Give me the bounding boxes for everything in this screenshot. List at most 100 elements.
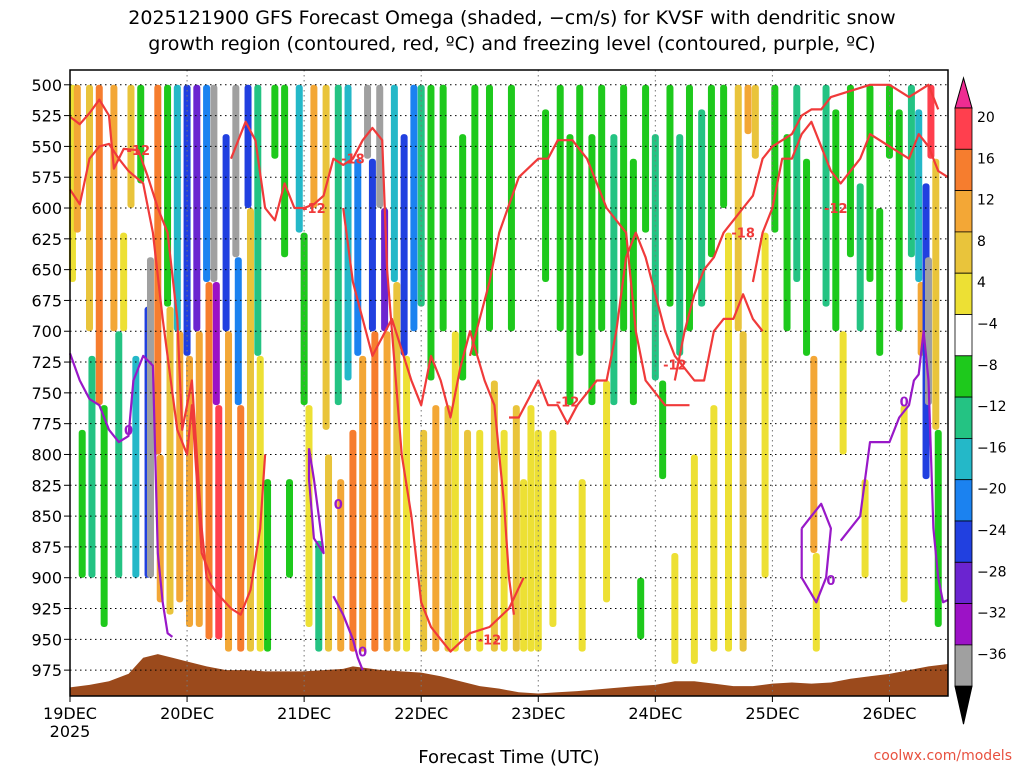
y-tick-label: 600 [31,199,62,218]
y-tick-label: 900 [31,569,62,588]
omega-cell [907,84,915,258]
colorbar: 20 16 12 8 4 −4 −8 −12 −16 −20 −24 −28 −32 −36 [954,76,1007,725]
omega-cell [578,479,586,652]
y-tick-label: 500 [31,76,62,95]
x-axis-label: Forecast Time (UTC) [418,747,599,768]
omega-cell [856,183,864,332]
colorbar-label: 20 [977,110,995,126]
dgz-contour-line [751,120,949,283]
omega-cell [659,380,667,480]
y-tick-label: 825 [31,476,62,495]
omega-cell [710,405,718,652]
chart-title-line1: 2025121900 GFS Forecast Omega (shaded, −… [128,7,895,29]
colorbar-label: 8 [977,234,986,250]
omega-cell [325,454,333,652]
y-tick-label: 875 [31,538,62,557]
dgz-contour-label: -18 [731,227,755,242]
plot-frame [69,69,949,697]
freezing-contour-label: 0 [124,424,133,439]
omega-cell [432,405,440,652]
freezing-contour-line [332,595,364,671]
x-tick-label: 22DEC [394,704,448,723]
colorbar-swatch [954,272,973,315]
dgz-contour-label: -12 [663,359,687,374]
dgz-contour-label: -12 [478,633,502,648]
watermark: coolwx.com/models [874,748,1012,764]
colorbar-swatch [954,355,973,398]
y-tick-label: 525 [31,107,62,126]
omega-cell [520,479,528,652]
x-tick-label: 21DEC [277,704,331,723]
y-tick-label: 550 [31,137,62,156]
omega-cell [300,232,308,406]
omega-cell [286,479,293,578]
omega-cell [315,540,323,652]
colorbar-swatch [954,148,973,192]
omega-cell [588,134,596,406]
colorbar-swatch [954,561,973,604]
omega-cell [490,380,498,652]
colorbar-label: −4 [977,317,998,333]
colorbar-swatch [954,479,973,522]
freezing-level-contours: 0 0 0 0 0 [68,330,949,671]
colorbar-label: 12 [977,193,995,209]
omega-cell [371,331,379,652]
omega-cell [464,429,472,652]
omega-cell [222,134,230,332]
y-tick-label: 575 [31,168,62,187]
colorbar-swatch [954,603,973,646]
omega-cell [771,84,779,233]
omega-cell [666,84,674,307]
omega-cell [427,84,435,381]
colorbar-label: 16 [977,151,995,167]
x-tick-label: 24DEC [628,704,682,723]
omega-cell [146,257,154,578]
freezing-contour-line [307,448,325,555]
colorbar-swatch [954,190,973,233]
omega-cell [832,109,840,332]
omega-cell [895,109,903,332]
omega-cell [100,405,108,627]
x-year-label: 2025 [50,722,91,741]
freezing-contour-line [800,502,833,604]
omega-cell [225,331,233,652]
omega-cell [95,84,103,406]
colorbar-label: −12 [977,399,1007,415]
omega-cell [603,380,611,603]
omega-cell [934,429,942,627]
colorbar-label: −32 [977,606,1007,622]
y-tick-label: 675 [31,291,62,310]
y-tick-label: 800 [31,445,62,464]
colorbar-label: 4 [977,275,986,291]
x-tick-label: 26DEC [862,704,916,723]
omega-cell [212,281,220,406]
omega-cell [690,454,698,664]
omega-cell [549,429,557,627]
freezing-contour-label: 0 [334,498,343,513]
omega-cell [866,84,874,282]
y-tick-label: 625 [31,230,62,249]
freezing-contour-line [839,330,949,604]
colorbar-swatch [954,520,973,563]
omega-cell [232,84,240,258]
omega-cell [822,84,830,307]
colorbar-swatch [954,437,973,481]
omega-cell [527,405,535,652]
freezing-contour-label: 0 [826,574,835,589]
omega-cell [698,109,706,307]
dgz-contour-line [229,120,525,653]
omega-cell [383,331,391,652]
x-tick-label: 25DEC [745,704,799,723]
y-tick-label: 750 [31,384,62,403]
omega-cell [739,331,747,652]
y-tick-label: 975 [31,661,62,680]
omega-cell [861,479,869,578]
dgz-contours: -12-12-18-12-12-12-18-12 [69,83,949,653]
omega-cell [459,134,467,381]
omega-cell [137,84,145,184]
omega-cell [707,84,715,258]
omega-cell [400,134,408,356]
y-axis: 500 525 550 575 600 625 650 675 700 725 750 775 800 8… [31,76,70,680]
colorbar-label: −16 [977,440,1007,456]
